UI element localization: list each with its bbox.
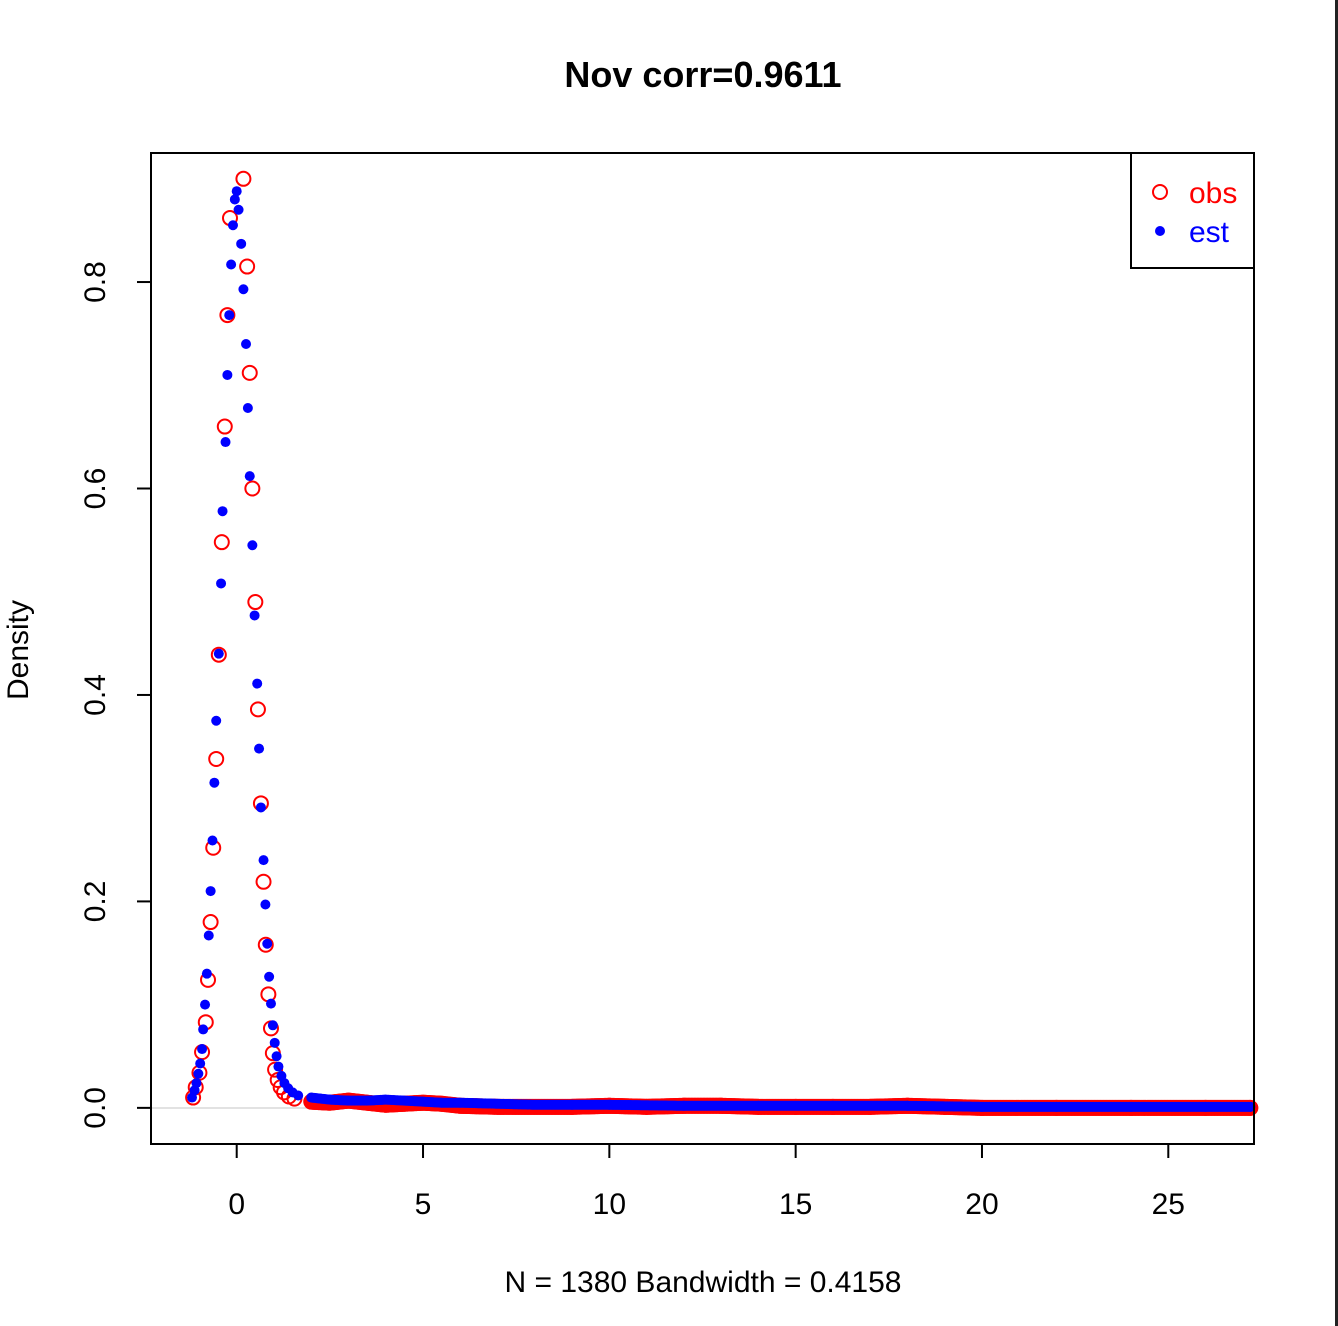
obs-point <box>255 873 272 890</box>
y-tick-label: 0.4 <box>79 674 112 716</box>
est-point <box>242 402 253 413</box>
est-point <box>200 999 211 1010</box>
legend-obs-label: obs <box>1189 177 1237 210</box>
window-edge <box>1335 0 1338 1326</box>
est-point <box>191 1078 202 1089</box>
est-point <box>197 1044 208 1055</box>
obs-series <box>185 170 1259 1116</box>
obs-point <box>208 750 225 767</box>
obs-point <box>213 534 230 551</box>
est-point <box>1245 1101 1256 1112</box>
est-point <box>213 648 224 659</box>
est-point <box>216 578 227 589</box>
x-axis: 0 5 10 15 20 25 <box>228 1144 1185 1221</box>
legend-obs-marker <box>1152 184 1168 200</box>
est-point <box>198 1024 209 1035</box>
y-axis: 0.0 0.2 0.4 0.6 0.8 <box>79 261 151 1129</box>
obs-point <box>244 480 261 497</box>
est-point <box>229 194 240 205</box>
y-tick-label: 0.0 <box>79 1087 112 1129</box>
obs-point <box>235 170 252 187</box>
est-point <box>222 369 233 380</box>
est-point <box>262 938 273 949</box>
x-axis-label: N = 1380 Bandwidth = 0.4158 <box>505 1266 902 1299</box>
est-point <box>233 204 244 215</box>
legend-est-marker <box>1155 226 1165 236</box>
obs-point <box>216 418 233 435</box>
est-point <box>241 338 252 349</box>
x-tick-label: 10 <box>593 1188 626 1221</box>
x-tick-label: 15 <box>779 1188 812 1221</box>
est-point <box>255 802 266 813</box>
x-tick-label: 5 <box>415 1188 432 1221</box>
est-point <box>273 1061 284 1072</box>
est-point <box>249 610 260 621</box>
est-point <box>293 1090 304 1101</box>
est-point <box>207 835 218 846</box>
x-tick-label: 25 <box>1152 1188 1185 1221</box>
est-point <box>217 506 228 517</box>
est-point <box>201 968 212 979</box>
est-point <box>193 1068 204 1079</box>
est-point <box>209 777 220 788</box>
est-point <box>247 540 258 551</box>
est-point <box>238 284 249 295</box>
est-point <box>205 886 216 897</box>
y-tick-label: 0.8 <box>79 261 112 303</box>
obs-point <box>241 364 258 381</box>
est-point <box>231 186 242 197</box>
obs-point <box>210 646 227 663</box>
obs-point <box>257 936 274 953</box>
est-point <box>252 678 263 689</box>
est-point <box>258 855 269 866</box>
y-tick-label: 0.2 <box>79 881 112 923</box>
est-point <box>227 220 238 231</box>
obs-point <box>247 594 264 611</box>
est-point <box>264 971 275 982</box>
est-point <box>224 310 235 321</box>
x-tick-label: 20 <box>965 1188 998 1221</box>
legend: obs est <box>1130 152 1255 269</box>
est-point <box>265 998 276 1009</box>
est-point <box>211 715 222 726</box>
est-point <box>203 930 214 941</box>
obs-point <box>239 258 256 275</box>
est-series <box>186 186 1256 1112</box>
chart-title: Nov corr=0.9611 <box>564 54 841 95</box>
est-point <box>267 1020 278 1031</box>
est-point <box>271 1051 282 1062</box>
obs-point <box>202 914 219 931</box>
est-point <box>260 899 271 910</box>
obs-point <box>219 307 236 324</box>
legend-box <box>1130 152 1255 269</box>
est-point <box>269 1037 280 1048</box>
est-point <box>254 743 265 754</box>
est-point <box>236 238 247 249</box>
est-point <box>244 471 255 482</box>
legend-est-label: est <box>1189 216 1230 249</box>
plot-frame <box>150 152 1255 1145</box>
x-tick-label: 0 <box>228 1188 245 1221</box>
est-point <box>220 437 231 448</box>
y-axis-label: Density <box>2 600 35 700</box>
y-tick-label: 0.6 <box>79 468 112 510</box>
est-point <box>226 259 237 270</box>
est-point <box>195 1058 206 1069</box>
obs-point <box>249 701 266 718</box>
